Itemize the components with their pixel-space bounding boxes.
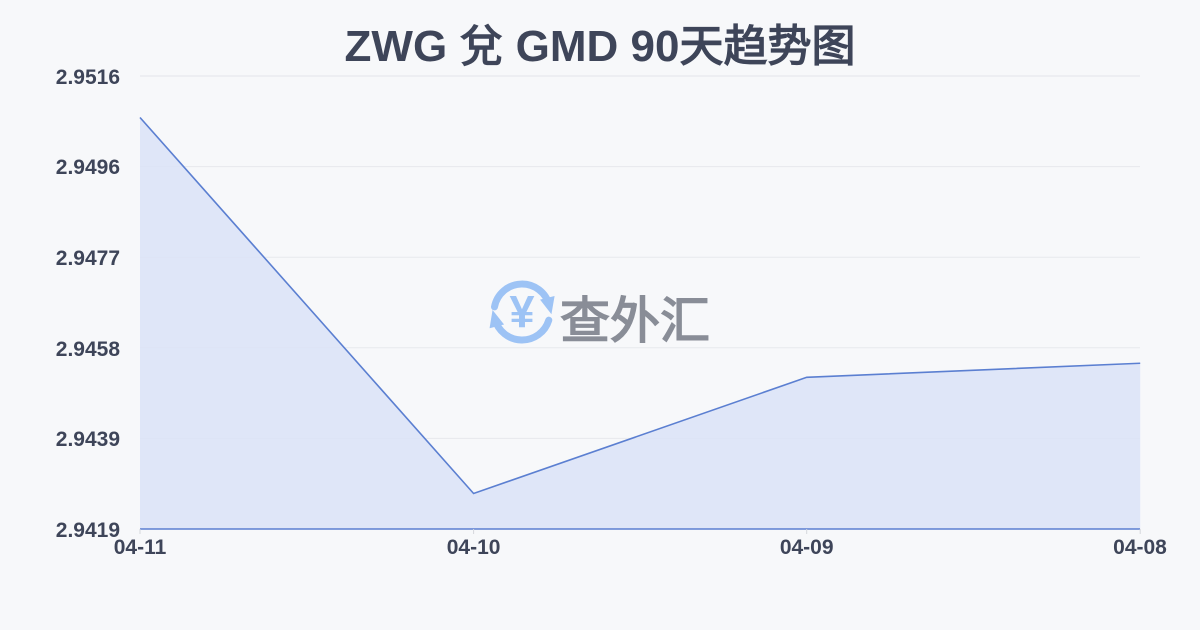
svg-text:¥: ¥: [509, 287, 534, 338]
